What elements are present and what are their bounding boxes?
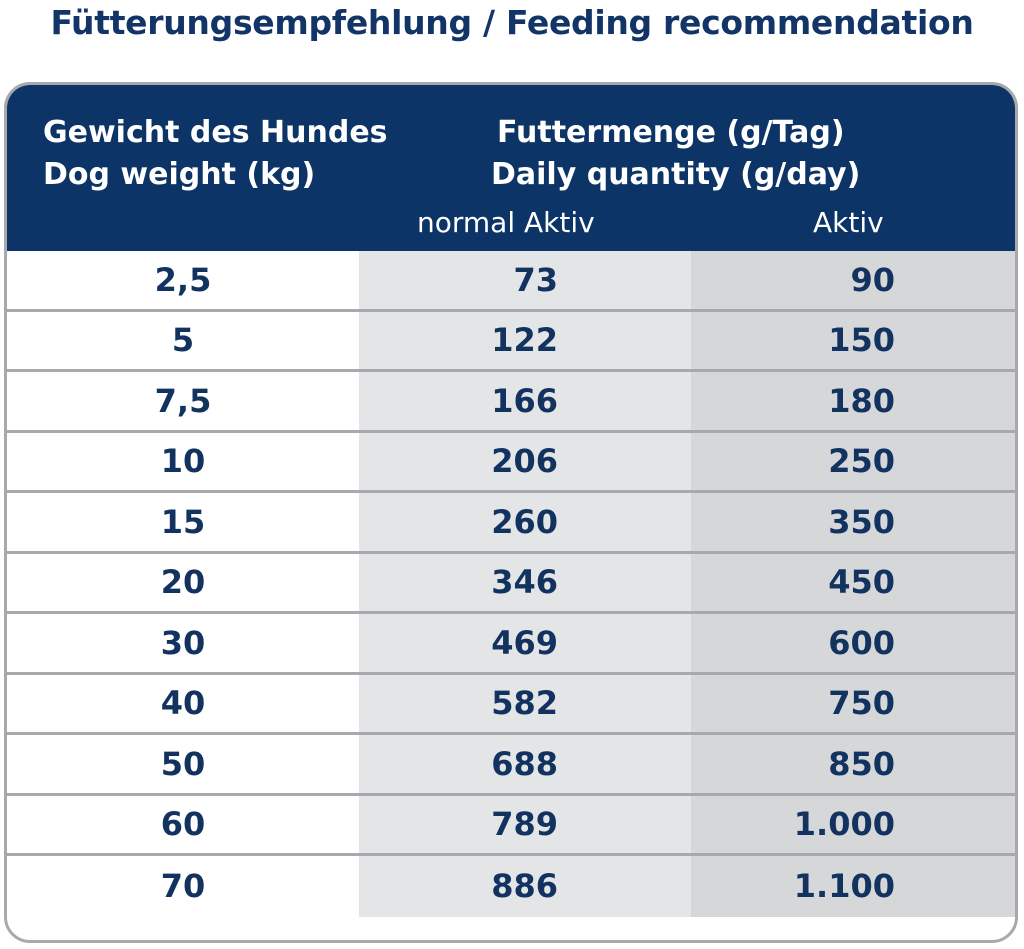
cell-weight: 7,5	[7, 372, 359, 430]
cell-active: 750	[691, 674, 1015, 732]
cell-normal: 469	[359, 614, 691, 672]
cell-normal: 688	[359, 735, 691, 793]
cell-weight: 50	[7, 735, 359, 793]
table-row: 7,5 166 180	[7, 372, 1015, 433]
cell-active: 1.000	[691, 795, 1015, 853]
table-row: 2,5 73 90	[7, 251, 1015, 312]
cell-weight: 10	[7, 432, 359, 490]
cell-weight: 30	[7, 614, 359, 672]
header-quantity-de: Futtermenge (g/Tag)	[497, 115, 845, 150]
table-row: 5 122 150	[7, 311, 1015, 372]
cell-weight: 40	[7, 674, 359, 732]
header-col-normal: normal Aktiv	[417, 206, 595, 239]
header-col-active: Aktiv	[813, 206, 884, 239]
cell-active: 350	[691, 493, 1015, 551]
cell-weight: 5	[7, 311, 359, 369]
cell-normal: 789	[359, 795, 691, 853]
feeding-table: Gewicht des Hundes Dog weight (kg) Futte…	[4, 82, 1018, 943]
table-row: 50 688 850	[7, 735, 1015, 796]
cell-normal: 346	[359, 553, 691, 611]
page-title: Fütterungsempfehlung / Feeding recommend…	[50, 3, 974, 42]
table-body: 2,5 73 90 5 122 150 7,5 166 180 10 206 250 15 260 350 2…	[7, 251, 1015, 917]
cell-normal: 166	[359, 372, 691, 430]
cell-active: 850	[691, 735, 1015, 793]
cell-weight: 15	[7, 493, 359, 551]
cell-active: 180	[691, 372, 1015, 430]
table-row: 15 260 350	[7, 493, 1015, 554]
cell-active: 250	[691, 432, 1015, 490]
table-row: 70 886 1.100	[7, 856, 1015, 917]
cell-weight: 2,5	[7, 251, 359, 309]
header-quantity-en: Daily quantity (g/day)	[491, 157, 861, 192]
cell-weight: 60	[7, 795, 359, 853]
cell-normal: 206	[359, 432, 691, 490]
table-row: 60 789 1.000	[7, 795, 1015, 856]
cell-normal: 122	[359, 311, 691, 369]
cell-normal: 582	[359, 674, 691, 732]
cell-weight: 70	[7, 856, 359, 917]
cell-normal: 73	[359, 251, 691, 309]
cell-active: 90	[691, 251, 1015, 309]
cell-active: 150	[691, 311, 1015, 369]
cell-active: 450	[691, 553, 1015, 611]
table-row: 40 582 750	[7, 674, 1015, 735]
table-header: Gewicht des Hundes Dog weight (kg) Futte…	[7, 85, 1015, 251]
table-row: 20 346 450	[7, 553, 1015, 614]
header-weight-en: Dog weight (kg)	[43, 157, 316, 192]
table-row: 30 469 600	[7, 614, 1015, 675]
header-weight-de: Gewicht des Hundes	[43, 115, 388, 150]
cell-normal: 260	[359, 493, 691, 551]
cell-active: 1.100	[691, 856, 1015, 917]
table-row: 10 206 250	[7, 432, 1015, 493]
cell-normal: 886	[359, 856, 691, 917]
cell-active: 600	[691, 614, 1015, 672]
cell-weight: 20	[7, 553, 359, 611]
